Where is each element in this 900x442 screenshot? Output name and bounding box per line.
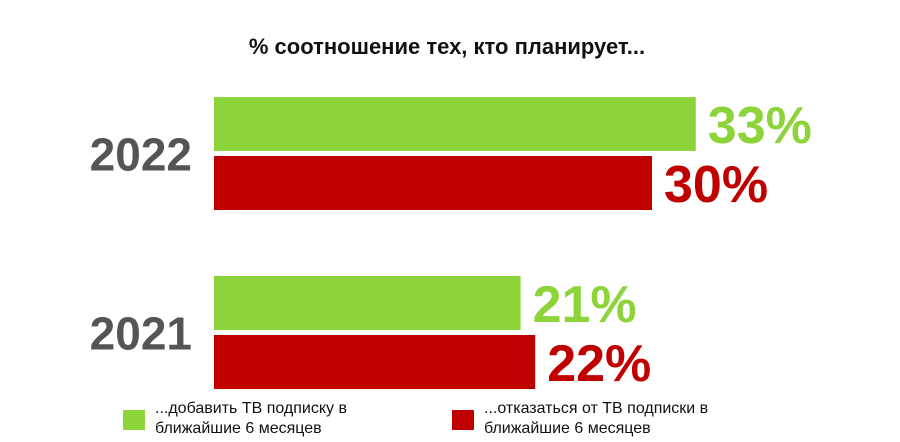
data-label-2021-series-2: 22% xyxy=(547,335,651,393)
legend-swatch-add xyxy=(123,410,145,430)
data-label-2022-series-1: 33% xyxy=(708,97,812,155)
legend-swatch-cancel xyxy=(452,410,474,430)
bars-layer: 33%30% 2022 21%22% 2021 xyxy=(90,97,812,393)
bar-2022-series-1 xyxy=(214,97,696,151)
chart-title: % соотношение тех, кто планирует... xyxy=(249,34,645,59)
category-label-2022: 2022 xyxy=(90,129,192,181)
bar-2021-series-1 xyxy=(214,276,521,330)
legend-label-cancel: ...отказаться от ТВ подписки в ближайшие… xyxy=(484,400,709,437)
data-label-2021-series-1: 21% xyxy=(533,276,637,334)
bar-2021-series-2 xyxy=(214,335,536,389)
legend-item-add: ...добавить ТВ подписку в ближайшие 6 ме… xyxy=(123,399,347,439)
data-label-2022-series-2: 30% xyxy=(664,156,768,214)
category-label-2021: 2021 xyxy=(90,308,192,360)
legend-item-cancel: ...отказаться от ТВ подписки в ближайшие… xyxy=(452,399,708,439)
bar-2022-series-2 xyxy=(214,156,652,210)
legend-label-add: ...добавить ТВ подписку в ближайшие 6 ме… xyxy=(155,400,347,437)
